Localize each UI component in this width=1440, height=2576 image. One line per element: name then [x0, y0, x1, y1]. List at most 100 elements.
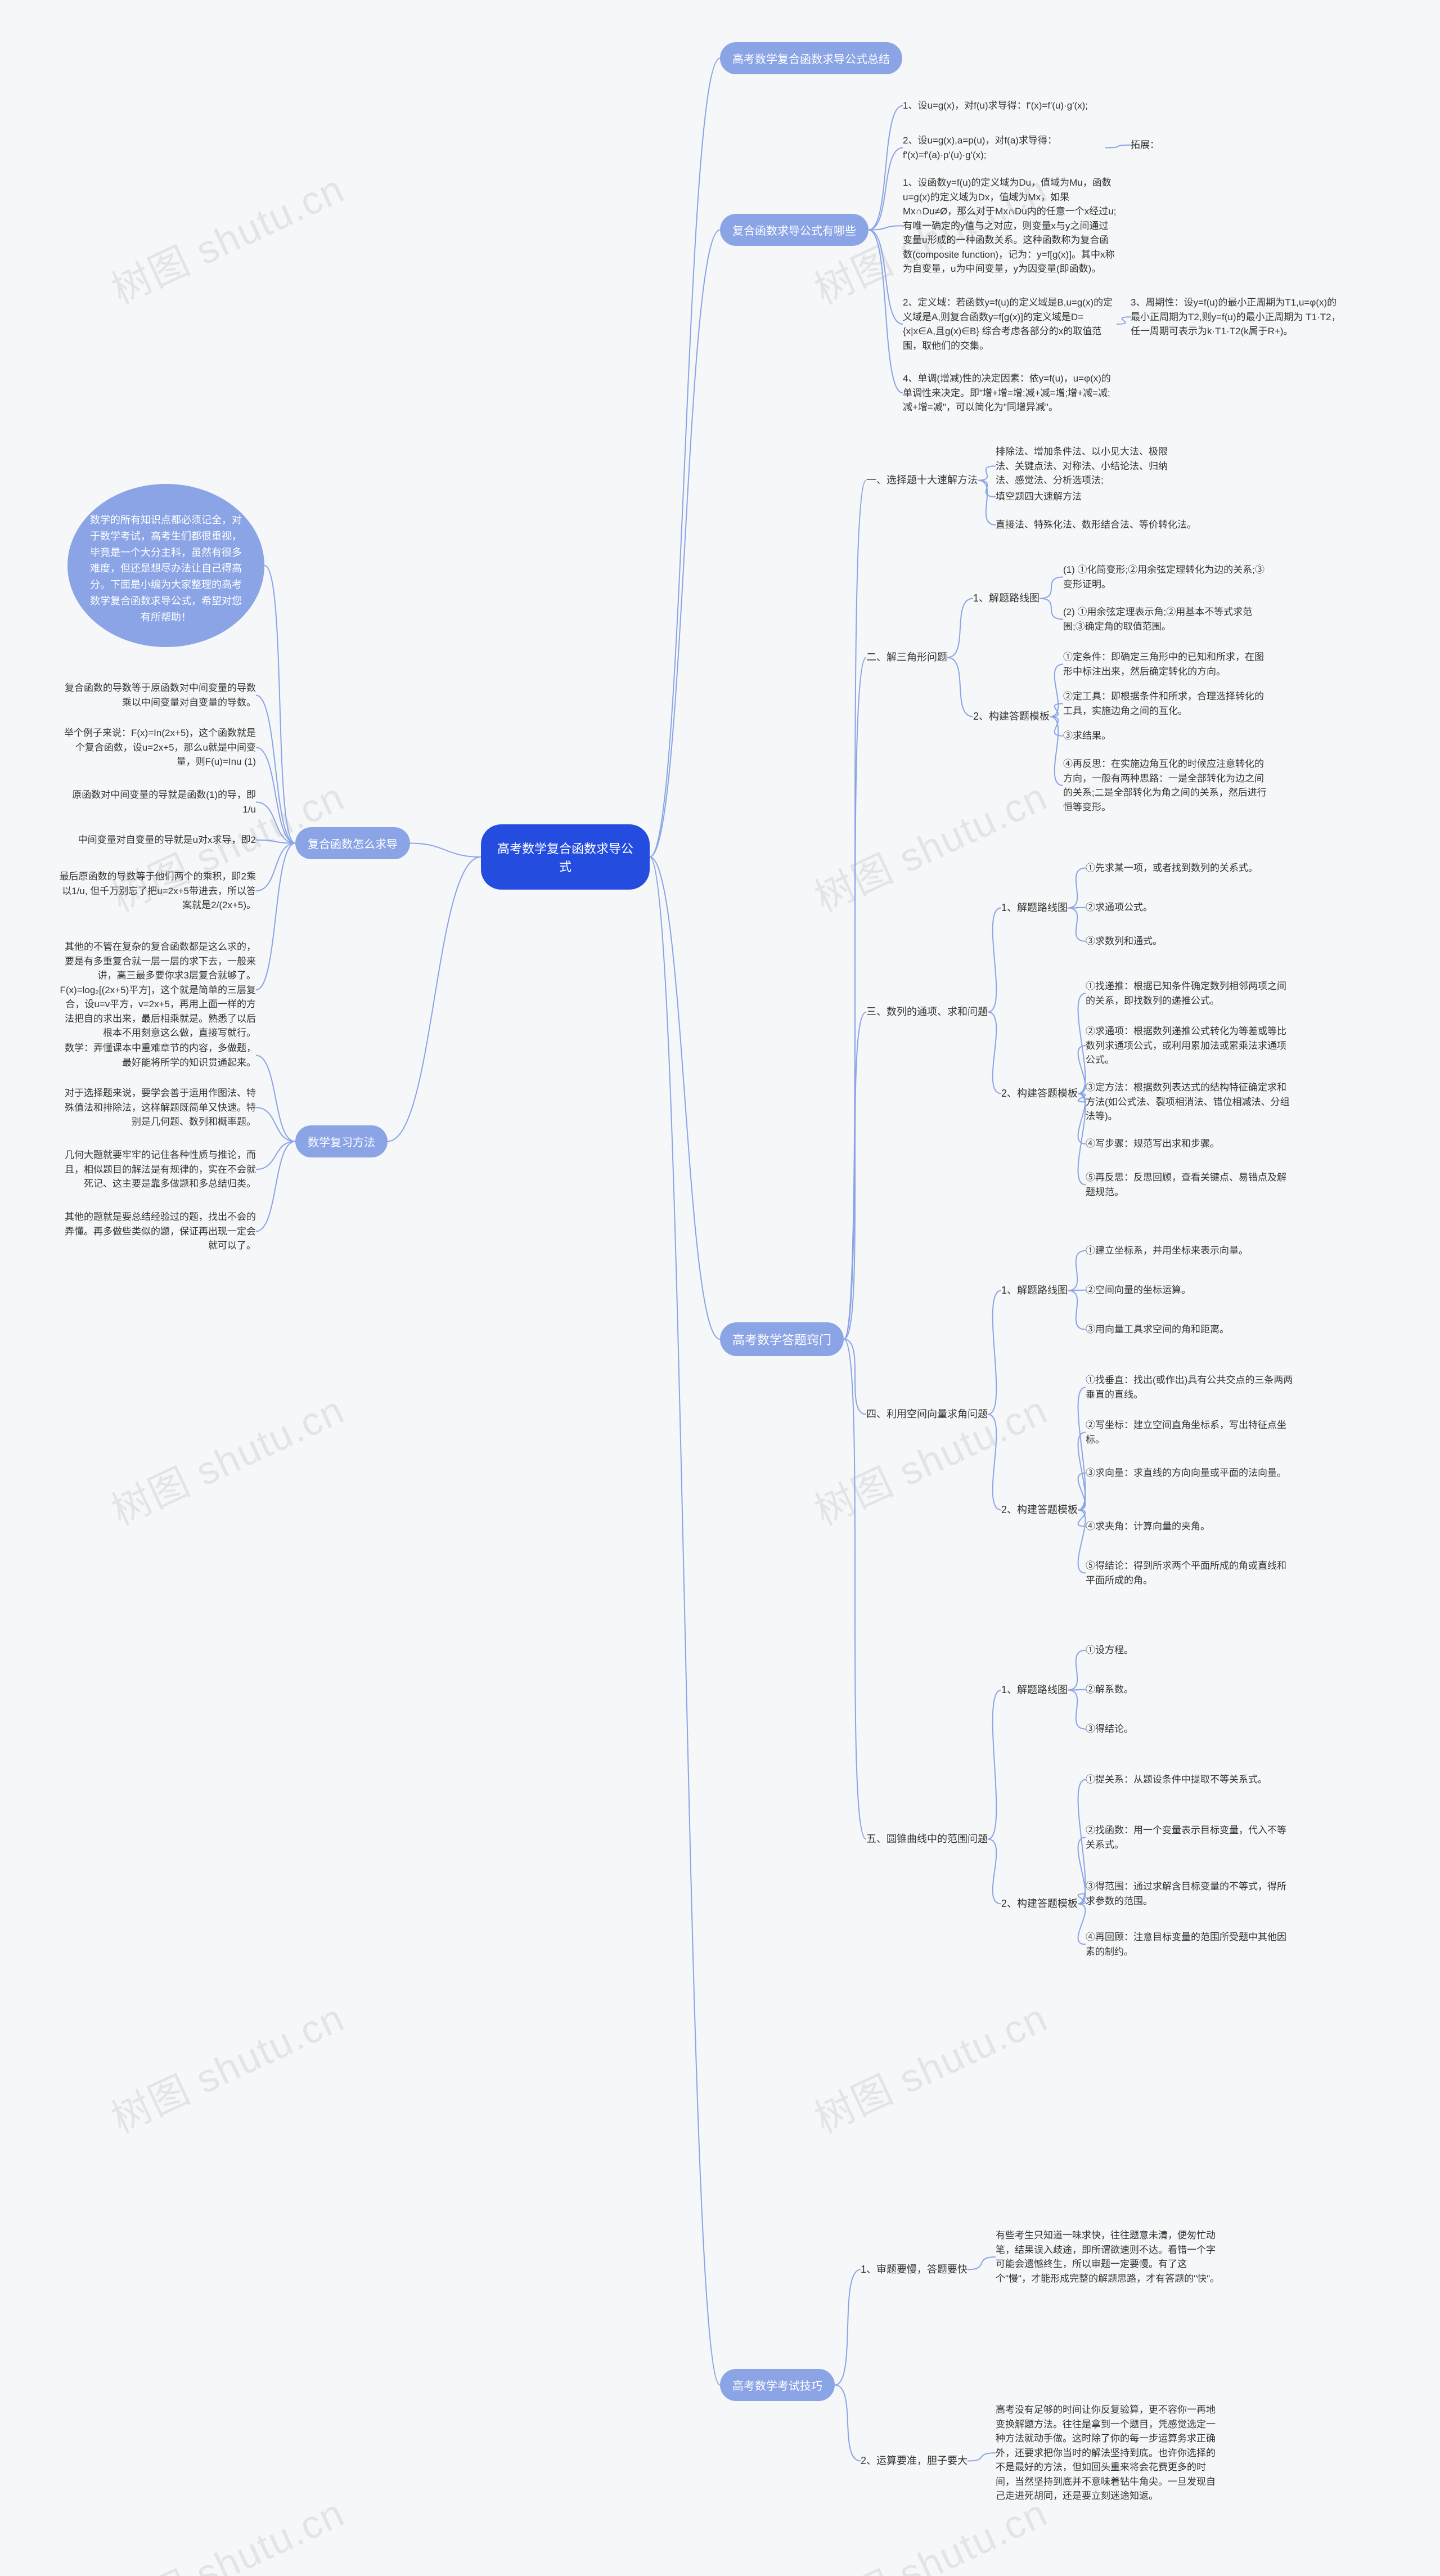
intro-bubble: 数学的所有知识点都必须记全，对于数学考试，高考生们都很重视，毕竟是一个大分主科，… — [68, 484, 264, 647]
leaf: 2、构建答题模板 — [973, 709, 1050, 724]
leaf: 最后原函数的导数等于他们两个的乘积，即2乘以1/u, 但千万别忘了把u=2x+5… — [59, 869, 256, 913]
leaf: 对于选择题来说，要学会善于运用作图法、特殊值法和排除法，这样解题既简单又快速。特… — [59, 1086, 256, 1129]
leaf: 1、设函数y=f(u)的定义域为Du，值域为Mu，函数u=g(x)的定义域为Dx… — [903, 176, 1117, 276]
leaf-text: 原函数对中间变量的导就是函数(1)的导，即1/u — [72, 789, 256, 815]
branch-label: 高考数学考试技巧 — [732, 2380, 822, 2393]
topic-2: 二、解三角形问题 — [866, 650, 947, 665]
leaf: 中间变量对自变量的导就是u对x求导，即2 — [59, 833, 256, 847]
leaf-text: 复合函数的导数等于原函数对中间变量的导数乘以中间变量对自变量的导数。 — [65, 683, 256, 708]
leaf: 数学：弄懂课本中重难章节的内容，多做题，最好能将所学的知识贯通起来。 — [59, 1041, 256, 1070]
leaf: 几何大题就要牢牢的记住各种性质与推论，而且，相似题目的解法是有规律的，实在不会就… — [59, 1148, 256, 1191]
leaf-text: 2、构建答题模板 — [1001, 1088, 1078, 1099]
leaf: ③得结论。 — [1086, 1722, 1294, 1736]
leaf: ①设方程。 — [1086, 1643, 1294, 1658]
leaf: ④再回顾：注意目标变量的范围所受题中其他因素的制约。 — [1086, 1930, 1294, 1959]
branch-label: 高考数学复合函数求导公式总结 — [732, 53, 890, 66]
watermark: 树图 shutu.cn — [101, 158, 353, 315]
branch-review: 数学复习方法 — [295, 1125, 388, 1157]
root-text: 高考数学复合函数求导公式 — [497, 842, 633, 874]
branch-tips: 高考数学答题窍门 — [720, 1322, 844, 1356]
leaf-text: 1、设函数y=f(u)的定义域为Du，值域为Mu，函数u=g(x)的定义域为Dx… — [903, 177, 1116, 274]
topic-1: 一、选择题十大速解方法 — [866, 473, 978, 488]
leaf-text: 2、构建答题模板 — [1001, 1504, 1078, 1515]
leaf: ⑤得结论：得到所求两个平面所成的角或直线和平面所成的角。 — [1086, 1559, 1294, 1587]
leaf-text: ③求向量：求直线的方向向量或平面的法向量。 — [1086, 1467, 1286, 1478]
leaf: 2、设u=g(x),a=p(u)，对f(a)求导得：f'(x)=f'(a)·p'… — [903, 133, 1105, 162]
leaf: 填空题四大速解方法 — [996, 490, 1176, 504]
leaf-text: 2、运算要准，胆子要大 — [861, 2455, 968, 2466]
leaf-text: ①设方程。 — [1086, 1645, 1133, 1655]
leaf-text: 五、圆锥曲线中的范围问题 — [866, 1833, 988, 1845]
branch-label: 高考数学答题窍门 — [732, 1333, 831, 1347]
leaf-text: 填空题四大速解方法 — [996, 491, 1082, 502]
leaf-text: ③得范围：通过求解含目标变量的不等式，得所求参数的范围。 — [1086, 1881, 1286, 1906]
leaf-text: 举个例子来说：F(x)=In(2x+5)，这个函数就是个复合函数，设u=2x+5… — [64, 728, 256, 767]
leaf-text: 一、选择题十大速解方法 — [866, 474, 978, 486]
leaf: 1、审题要慢，答题要快 — [861, 2262, 968, 2277]
leaf-text: 1、解题路线图 — [1001, 1285, 1068, 1296]
leaf-text: ①找递推：根据已知条件确定数列相邻两项之间的关系，即找数列的递推公式。 — [1086, 981, 1286, 1006]
leaf: 1、设u=g(x)，对f(u)求导得：f'(x)=f'(u)·g'(x); — [903, 98, 1105, 113]
leaf-text: ③用向量工具求空间的角和距离。 — [1086, 1324, 1229, 1335]
leaf-text: (1) ①化简变形;②用余弦定理转化为边的关系;③变形证明。 — [1063, 564, 1264, 590]
leaf: 1、解题路线图 — [1001, 1283, 1068, 1298]
leaf: ①提关系：从题设条件中提取不等关系式。 — [1086, 1772, 1294, 1787]
watermark: 树图 shutu.cn — [804, 765, 1056, 923]
leaf-text: 2、构建答题模板 — [1001, 1898, 1078, 1909]
topic-3: 三、数列的通项、求和问题 — [866, 1004, 988, 1020]
leaf: 其他的题就是要总结经验过的题，找出不会的弄懂。再多做些类似的题，保证再出现一定会… — [59, 1210, 256, 1253]
leaf: ②写坐标：建立空间直角坐标系，写出特征点坐标。 — [1086, 1418, 1294, 1447]
leaf-text: ④再回顾：注意目标变量的范围所受题中其他因素的制约。 — [1086, 1932, 1286, 1957]
leaf-text: ③求结果。 — [1063, 730, 1111, 741]
branch-derive: 复合函数怎么求导 — [295, 827, 410, 859]
leaf-text: 2、构建答题模板 — [973, 711, 1050, 722]
leaf-text: 拓展： — [1131, 140, 1159, 150]
root-node: 高考数学复合函数求导公式 — [481, 824, 650, 890]
leaf: ④求夹角：计算向量的夹角。 — [1086, 1519, 1294, 1534]
branch-exam: 高考数学考试技巧 — [720, 2369, 835, 2401]
leaf-text: ②找函数：用一个变量表示目标变量，代入不等关系式。 — [1086, 1825, 1286, 1850]
leaf-text: 4、单调(增减)性的决定因素：依y=f(u)，u=φ(x)的单调性来决定。即"增… — [903, 373, 1111, 412]
leaf-text: ①找垂直：找出(或作出)具有公共交点的三条两两垂直的直线。 — [1086, 1375, 1293, 1400]
leaf-text: 最后原函数的导数等于他们两个的乘积，即2乘以1/u, 但千万别忘了把u=2x+5… — [60, 871, 256, 910]
leaf: ③用向量工具求空间的角和距离。 — [1086, 1322, 1294, 1337]
leaf: ②空间向量的坐标运算。 — [1086, 1283, 1294, 1298]
leaf: 直接法、特殊化法、数形结合法、等价转化法。 — [996, 518, 1221, 532]
intro-text: 数学的所有知识点都必须记全，对于数学考试，高考生们都很重视，毕竟是一个大分主科，… — [90, 514, 242, 623]
leaf-text: 1、审题要慢，答题要快 — [861, 2264, 968, 2275]
leaf-text: 有些考生只知道一味求快，往往题意未清，便匆忙动笔，结果误入歧途，即所谓欲速则不达… — [996, 2230, 1220, 2284]
leaf-text: ②写坐标：建立空间直角坐标系，写出特征点坐标。 — [1086, 1420, 1286, 1445]
leaf: ②找函数：用一个变量表示目标变量，代入不等关系式。 — [1086, 1823, 1294, 1852]
leaf: ①定条件：即确定三角形中的已知和所求，在图形中标注出来，然后确定转化的方向。 — [1063, 650, 1271, 679]
leaf-text: ①先求某一项，或者找到数列的关系式。 — [1086, 863, 1258, 873]
leaf-text: ④写步骤：规范写出求和步骤。 — [1086, 1138, 1220, 1149]
leaf-text: 1、解题路线图 — [1001, 902, 1068, 913]
leaf: ③求结果。 — [1063, 729, 1271, 743]
leaf: 2、构建答题模板 — [1001, 1086, 1078, 1101]
leaf-text: ②解系数。 — [1086, 1684, 1133, 1695]
leaf: (2) ①用余弦定理表示角;②用基本不等式求范围;③确定角的取值范围。 — [1063, 605, 1271, 634]
leaf: 高考没有足够的时间让你反复验算，更不容你一再地变换解题方法。往往是拿到一个题目，… — [996, 2403, 1221, 2503]
leaf: 1、解题路线图 — [973, 591, 1040, 606]
topic-4: 四、利用空间向量求角问题 — [866, 1407, 988, 1422]
leaf: 4、单调(增减)性的决定因素：依y=f(u)，u=φ(x)的单调性来决定。即"增… — [903, 371, 1117, 415]
leaf-text: 其他的不管在复杂的复合函数都是这么求的，要是有多重复合就一层一层的求下去，一般来… — [60, 941, 258, 1038]
leaf: ②解系数。 — [1086, 1682, 1294, 1697]
leaf: ③得范围：通过求解含目标变量的不等式，得所求参数的范围。 — [1086, 1879, 1294, 1908]
leaf: 复合函数的导数等于原函数对中间变量的导数乘以中间变量对自变量的导数。 — [59, 681, 256, 710]
leaf-text: 排除法、增加条件法、以小见大法、极限法、关键点法、对称法、小结论法、归纳法、感觉… — [996, 446, 1168, 486]
leaf-text: 四、利用空间向量求角问题 — [866, 1408, 988, 1420]
watermark: 树图 shutu.cn — [101, 2481, 353, 2576]
leaf-text: 几何大题就要牢牢的记住各种性质与推论，而且，相似题目的解法是有规律的，实在不会就… — [65, 1150, 256, 1189]
leaf: ③求数列和通式。 — [1086, 934, 1294, 949]
leaf-text: ④求夹角：计算向量的夹角。 — [1086, 1521, 1210, 1532]
leaf: ⑤再反思：反思回顾，查看关键点、易错点及解题规范。 — [1086, 1170, 1294, 1199]
leaf-text: 2、定义域：若函数y=f(u)的定义域是B,u=g(x)的定义域是A,则复合函数… — [903, 297, 1113, 351]
leaf-text: ①建立坐标系，并用坐标来表示向量。 — [1086, 1245, 1248, 1256]
leaf: ①建立坐标系，并用坐标来表示向量。 — [1086, 1244, 1294, 1258]
leaf: ①找垂直：找出(或作出)具有公共交点的三条两两垂直的直线。 — [1086, 1373, 1294, 1402]
leaf-text: 其他的题就是要总结经验过的题，找出不会的弄懂。再多做些类似的题，保证再出现一定会… — [65, 1211, 256, 1251]
leaf-text: 二、解三角形问题 — [866, 652, 947, 663]
watermark: 树图 shutu.cn — [804, 1986, 1056, 2144]
leaf: 拓展： — [1131, 138, 1187, 152]
